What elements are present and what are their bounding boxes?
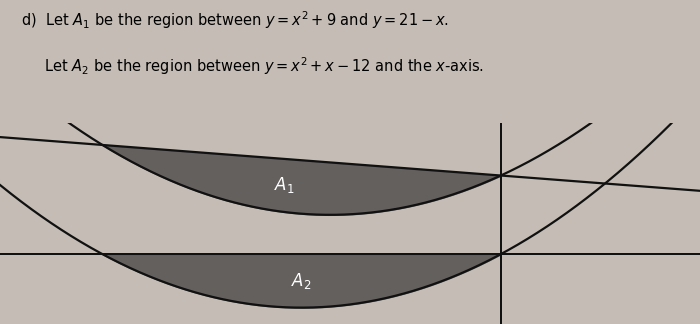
Text: Let $A_2$ be the region between $y = x^2 + x - 12$ and the $x$-axis.: Let $A_2$ be the region between $y = x^2… bbox=[21, 55, 484, 77]
Text: d)  Let $A_1$ be the region between $y = x^2 + 9$ and $y = 21 - x$.: d) Let $A_1$ be the region between $y = … bbox=[21, 10, 449, 31]
Text: $A_2$: $A_2$ bbox=[291, 271, 312, 291]
Text: $A_1$: $A_1$ bbox=[274, 176, 295, 195]
